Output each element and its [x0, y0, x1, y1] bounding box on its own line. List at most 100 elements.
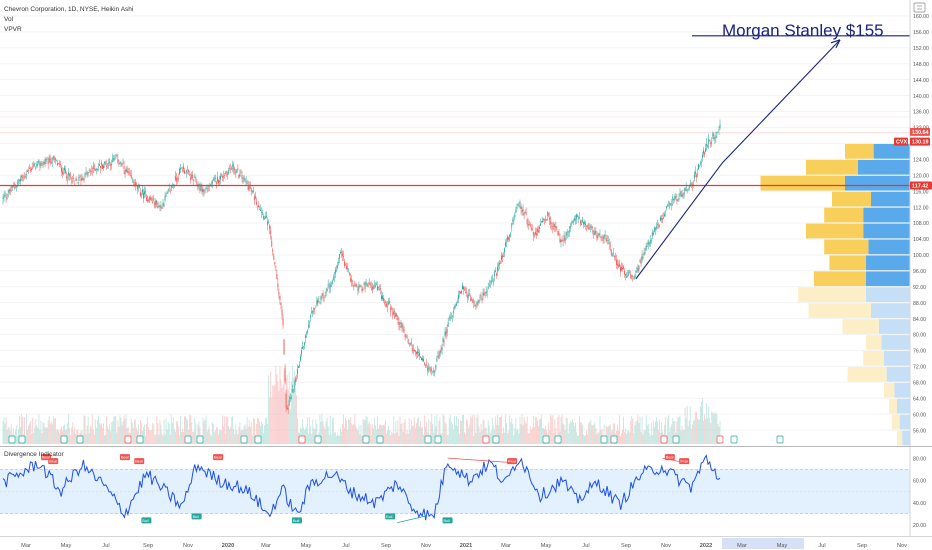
volume-bar — [407, 433, 409, 444]
bear-tag[interactable] — [119, 454, 130, 461]
volume-bar — [646, 425, 648, 444]
bull-tag[interactable] — [442, 517, 453, 524]
candle-body — [486, 291, 488, 293]
bull-tag[interactable] — [385, 513, 396, 520]
bear-tag[interactable] — [48, 458, 59, 465]
volume-profile-down-bar — [808, 303, 871, 318]
candle-body — [148, 200, 150, 202]
volume-bar — [124, 418, 126, 444]
dividend-marker[interactable] — [424, 435, 432, 444]
dividend-marker[interactable] — [660, 435, 668, 444]
candle-body — [67, 179, 69, 181]
bull-tag[interactable] — [191, 513, 202, 520]
volume-profile-down-bar — [832, 191, 871, 207]
dividend-marker[interactable] — [492, 435, 500, 444]
candle-body — [284, 367, 286, 382]
candle-body — [680, 191, 682, 194]
candle-body — [696, 173, 698, 175]
dividend-marker[interactable] — [434, 435, 442, 444]
dividend-marker[interactable] — [136, 435, 144, 444]
candle-body — [517, 203, 519, 205]
volume-bar — [51, 424, 53, 444]
time-tick-label: Sep — [857, 543, 867, 549]
dividend-marker[interactable] — [716, 435, 724, 444]
dividend-marker[interactable] — [730, 435, 738, 444]
volume-bar — [507, 433, 509, 444]
dividend-marker[interactable] — [362, 435, 370, 444]
dividend-marker[interactable] — [672, 435, 680, 444]
volume-bar — [343, 414, 344, 444]
bear-tag[interactable] — [213, 454, 224, 461]
dividend-marker[interactable] — [254, 435, 262, 444]
candle-body — [618, 265, 619, 267]
volume-bar — [332, 417, 334, 444]
dividend-marker[interactable] — [554, 435, 562, 444]
pane-settings-icon[interactable] — [913, 2, 926, 13]
candle-body — [624, 270, 626, 275]
dividend-marker[interactable] — [8, 435, 16, 444]
candle-body — [351, 279, 353, 282]
dividend-marker[interactable] — [376, 435, 384, 444]
candle-body — [492, 281, 494, 282]
candle-body — [315, 306, 317, 308]
candle-body — [475, 308, 477, 310]
candle-body — [422, 358, 423, 361]
volume-bar — [116, 432, 118, 444]
volume-bar — [446, 434, 448, 444]
bull-tag[interactable] — [291, 517, 302, 524]
volume-bar — [270, 371, 272, 444]
volume-bar — [609, 424, 611, 444]
volume-bar — [533, 426, 535, 444]
candle-body — [383, 297, 385, 301]
dividend-marker[interactable] — [196, 435, 204, 444]
volume-bar — [683, 430, 685, 444]
candle-body — [667, 204, 669, 206]
candle-body — [226, 172, 228, 173]
bull-tag[interactable] — [141, 517, 152, 524]
candle-body — [243, 176, 245, 180]
volume-bar — [165, 418, 167, 444]
candle-body — [449, 316, 451, 319]
volume-bar — [466, 419, 468, 444]
volume-bar — [469, 425, 471, 444]
dividend-marker[interactable] — [314, 435, 322, 444]
dividend-marker[interactable] — [298, 435, 306, 444]
time-axis[interactable]: Mar May Jul Sep Nov 2020 Mar May Jul Sep Nov 2021 Ma… — [21, 538, 907, 549]
dividend-marker[interactable] — [776, 435, 784, 444]
candle-body — [423, 358, 425, 362]
price-axis[interactable]: 56.00 60.00 64.00 68.00 72.00 76.00 80.00 84.00… — [894, 14, 932, 434]
candle-body — [157, 205, 159, 209]
dividend-marker[interactable] — [610, 435, 618, 444]
bear-tag[interactable] — [134, 458, 145, 465]
dividend-marker[interactable] — [600, 435, 608, 444]
candle-body — [47, 159, 49, 165]
trend-line-extension[interactable] — [721, 39, 841, 164]
candle-body — [330, 284, 332, 286]
bear-tag[interactable] — [679, 458, 690, 465]
dividend-marker[interactable] — [60, 435, 68, 444]
candle-body — [664, 214, 666, 216]
dividend-marker[interactable] — [18, 435, 26, 444]
trend-line[interactable] — [635, 162, 723, 280]
dividend-marker[interactable] — [482, 435, 490, 444]
candle-body — [113, 158, 115, 160]
dividend-marker[interactable] — [542, 435, 550, 444]
candle-body — [493, 272, 495, 277]
volume-bar — [68, 414, 70, 444]
dividend-marker[interactable] — [124, 435, 132, 444]
candle-body — [563, 235, 565, 239]
volume-bar — [45, 427, 47, 444]
dividend-marker[interactable] — [184, 435, 192, 444]
candle-body — [182, 169, 183, 171]
oscillator-axis[interactable]: 20.00 40.00 60.00 80.00 — [913, 456, 926, 529]
candle-body — [105, 162, 107, 164]
volume-bar — [271, 397, 273, 444]
candle-body — [334, 269, 336, 274]
dividend-marker[interactable] — [76, 435, 84, 444]
candle-body — [629, 271, 631, 273]
volume-bar — [307, 416, 309, 444]
dividend-marker[interactable] — [240, 435, 248, 444]
candle-body — [500, 262, 501, 264]
bear-tag[interactable] — [664, 454, 675, 461]
volume-bar — [592, 425, 594, 444]
